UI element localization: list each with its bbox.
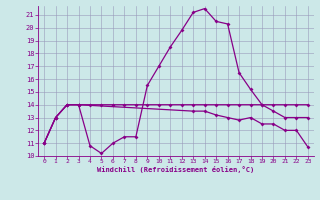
X-axis label: Windchill (Refroidissement éolien,°C): Windchill (Refroidissement éolien,°C) xyxy=(97,166,255,173)
